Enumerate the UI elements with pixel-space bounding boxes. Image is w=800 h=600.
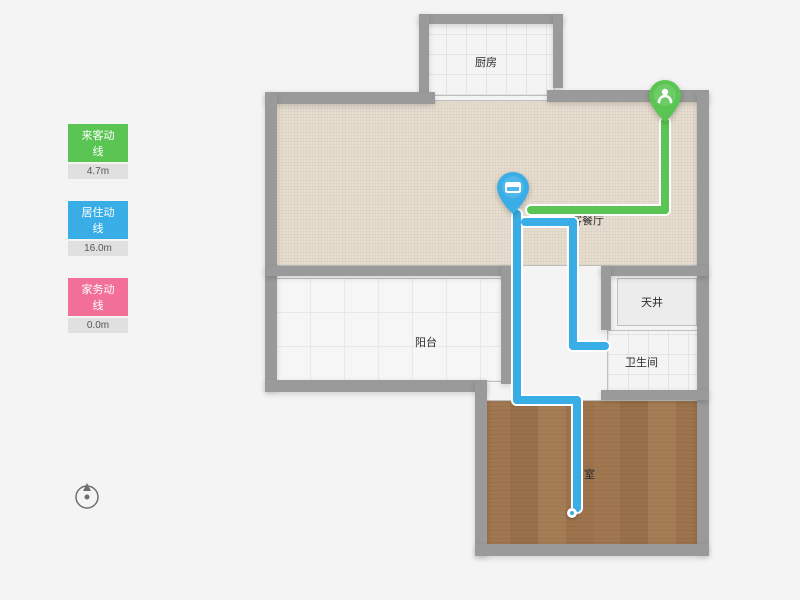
wall	[501, 266, 511, 384]
legend-item-resident: 居住动线 16.0m	[68, 201, 128, 256]
resident-path	[569, 342, 609, 350]
floor-plan: 厨房客餐厅阳台天井卫生间卧室	[265, 14, 737, 586]
legend: 来客动线 4.7m 居住动线 16.0m 家务动线 0.0m	[68, 124, 128, 333]
wall	[475, 544, 709, 556]
wall	[265, 92, 277, 390]
guest-path	[661, 118, 669, 214]
room-living	[275, 100, 699, 266]
wall	[601, 390, 709, 400]
resident-path	[569, 218, 577, 350]
wall	[419, 14, 429, 100]
wall	[265, 266, 511, 276]
resident-path	[573, 396, 581, 512]
resident-pin-icon	[497, 172, 529, 214]
legend-label: 居住动线	[68, 201, 128, 239]
guest-path	[527, 206, 669, 214]
room-label: 天井	[641, 294, 663, 310]
legend-value: 4.7m	[68, 164, 128, 179]
wall	[419, 14, 563, 24]
legend-item-chore: 家务动线 0.0m	[68, 278, 128, 333]
wall	[553, 14, 563, 88]
resident-path	[513, 396, 581, 404]
wall	[265, 92, 435, 104]
legend-label: 家务动线	[68, 278, 128, 316]
legend-value: 0.0m	[68, 318, 128, 333]
room-label: 厨房	[475, 54, 497, 70]
room-label: 阳台	[415, 334, 437, 350]
wall	[697, 92, 709, 554]
wall	[547, 90, 709, 102]
compass-icon	[72, 480, 102, 510]
room-label: 卫生间	[625, 354, 658, 370]
resident-path	[513, 210, 521, 404]
legend-item-guest: 来客动线 4.7m	[68, 124, 128, 179]
resident-endpoint-icon	[567, 508, 577, 518]
legend-value: 16.0m	[68, 241, 128, 256]
legend-label: 来客动线	[68, 124, 128, 162]
room-balcony	[275, 278, 503, 382]
wall	[265, 380, 487, 392]
guest-pin-icon	[649, 80, 681, 122]
wall	[475, 380, 487, 556]
wall	[601, 266, 611, 330]
wall	[601, 266, 709, 276]
